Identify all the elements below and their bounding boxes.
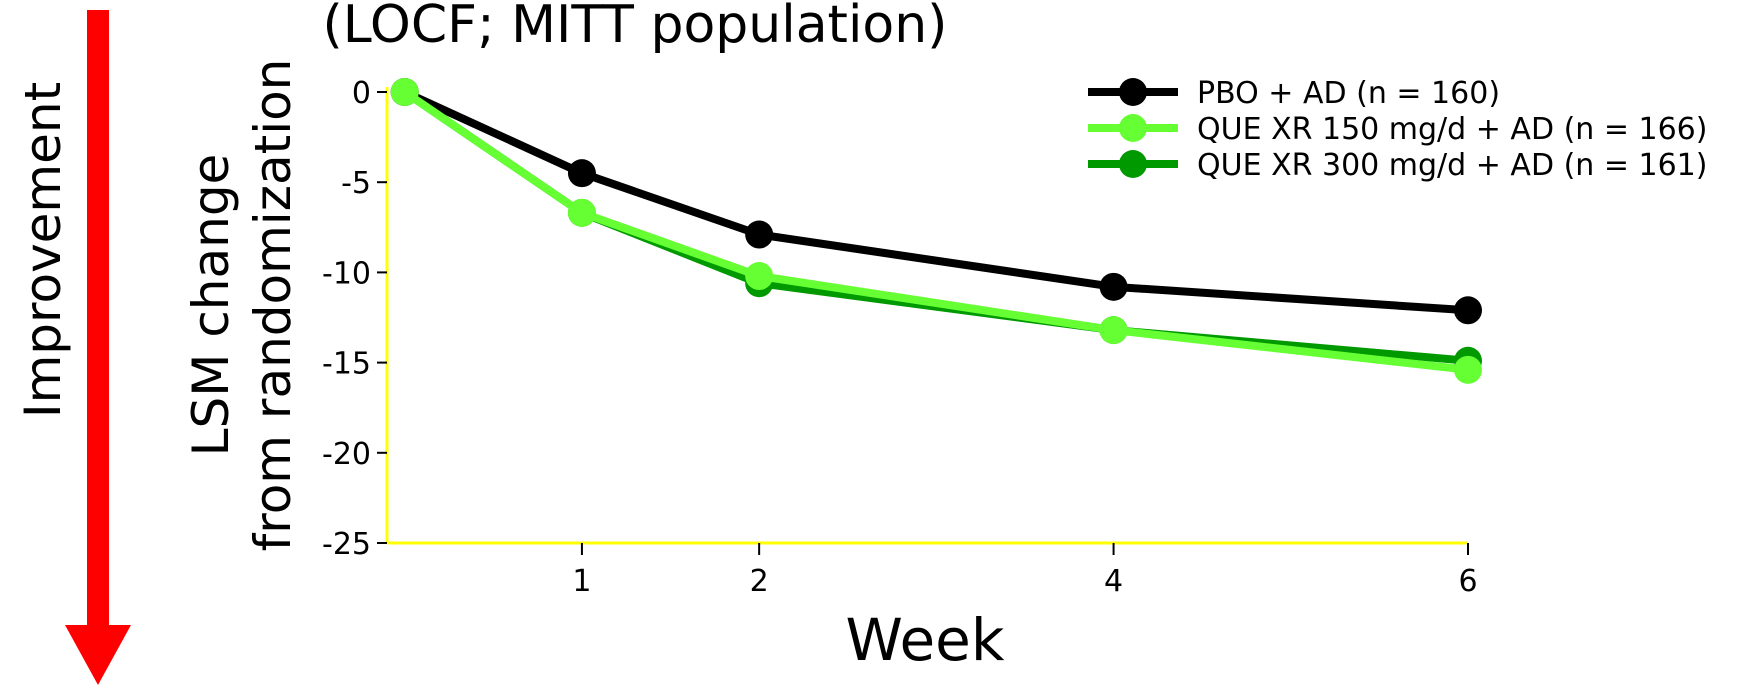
legend-swatch-marker <box>1119 114 1147 142</box>
x-axis-ticks: 1 2 4 6 <box>572 543 1478 599</box>
legend-label: QUE XR 150 mg/d + AD (n = 166) <box>1197 112 1707 147</box>
y-axis-label-line1: LSM change <box>182 154 240 457</box>
legend: PBO + AD (n = 160)QUE XR 150 mg/d + AD (… <box>1088 76 1707 183</box>
chart-title: (LOCF; MITT population) <box>323 0 948 55</box>
data-point <box>567 198 596 227</box>
data-point <box>390 78 419 106</box>
data-point <box>1454 355 1482 384</box>
improvement-label: Improvement <box>14 82 72 418</box>
series-0 <box>390 78 1482 325</box>
y-tick-label: -25 <box>322 527 371 562</box>
improvement-arrow-head <box>65 625 131 685</box>
x-axis-label: Week <box>846 606 1005 674</box>
y-axis-ticks: 0 -5 -10 -15 -20 -25 <box>322 76 387 562</box>
data-point <box>745 220 774 249</box>
data-point <box>745 262 774 291</box>
improvement-arrow <box>65 10 131 685</box>
data-point <box>567 159 596 188</box>
legend-swatch-marker <box>1119 150 1147 178</box>
y-tick-label: -20 <box>322 437 371 472</box>
data-point <box>1099 272 1128 301</box>
x-tick-label: 6 <box>1458 564 1477 599</box>
y-tick-label: -5 <box>341 166 371 201</box>
series-layer <box>390 78 1482 384</box>
y-tick-label: -10 <box>322 256 371 291</box>
legend-label: QUE XR 300 mg/d + AD (n = 161) <box>1197 148 1707 183</box>
legend-swatch-marker <box>1119 78 1147 106</box>
y-tick-label: 0 <box>352 76 371 111</box>
x-tick-label: 1 <box>572 564 591 599</box>
data-point <box>1454 296 1482 325</box>
x-tick-label: 2 <box>750 564 769 599</box>
y-axis-label-line2: from randomization <box>244 59 302 552</box>
y-tick-label: -15 <box>322 347 371 382</box>
legend-label: PBO + AD (n = 160) <box>1197 76 1500 111</box>
series-1 <box>390 78 1482 384</box>
data-point <box>1099 316 1128 345</box>
x-tick-label: 4 <box>1104 564 1123 599</box>
